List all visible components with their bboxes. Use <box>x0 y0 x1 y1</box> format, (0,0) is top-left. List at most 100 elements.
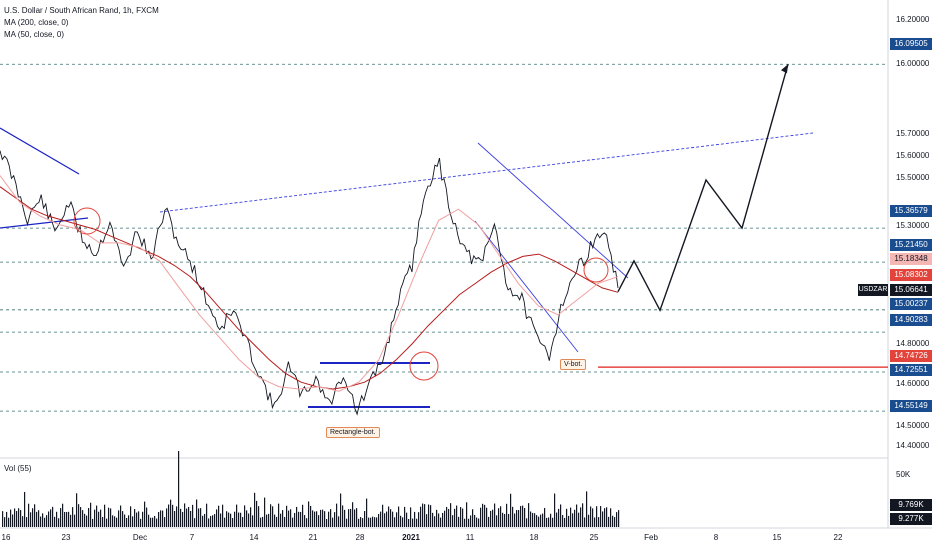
volume-bar <box>190 510 192 527</box>
volume-bar <box>440 517 442 527</box>
y-tick: 15.60000 <box>896 151 930 160</box>
volume-bar <box>420 506 422 527</box>
volume-bar <box>90 502 92 527</box>
volume-bar <box>530 511 532 527</box>
volume-legend[interactable]: Vol (55) <box>4 464 32 473</box>
volume-bar <box>536 515 538 527</box>
volume-bar <box>272 506 274 527</box>
volume-bar <box>360 517 362 527</box>
volume-bar <box>348 509 350 527</box>
volume-bar <box>320 509 322 527</box>
volume-bar <box>82 510 84 527</box>
volume-bar <box>12 514 14 527</box>
horizontal-levels <box>0 63 888 412</box>
volume-bar <box>308 501 310 527</box>
volume-bar <box>140 518 142 527</box>
volume-bar <box>342 505 344 527</box>
volume-bar <box>186 508 188 527</box>
volume-bar <box>40 516 42 527</box>
volume-bar <box>580 507 582 527</box>
volume-bar <box>202 515 204 527</box>
volume-bar <box>500 506 502 527</box>
volume-badge-2: 9.277K <box>890 513 932 525</box>
volume-badge-1: 9.769K <box>890 499 932 511</box>
y-tick: 15.30000 <box>896 221 930 230</box>
volume-bar <box>618 510 620 527</box>
volume-bar <box>448 509 450 527</box>
volume-bar <box>602 511 604 527</box>
volume-bar <box>392 511 394 527</box>
volume-bar <box>156 518 158 527</box>
volume-bar <box>396 512 398 527</box>
volume-bar <box>484 504 486 527</box>
volume-bar <box>496 515 498 527</box>
volume-bar <box>462 508 464 527</box>
volume-bar <box>150 517 152 527</box>
ma-50-legend[interactable]: MA (50, close, 0) <box>4 30 65 39</box>
volume-bar <box>122 511 124 527</box>
volume-bar <box>400 515 402 527</box>
volume-bar <box>168 504 170 527</box>
volume-bar <box>442 512 444 527</box>
volume-bar <box>72 507 74 527</box>
volume-bar <box>110 508 112 527</box>
volume-bar <box>454 508 456 527</box>
volume-bar <box>326 518 328 527</box>
volume-bar <box>260 517 262 527</box>
volume-bar <box>354 509 356 527</box>
volume-bar <box>132 516 134 527</box>
y-tick: 14.80000 <box>896 339 930 348</box>
ma-200-legend[interactable]: MA (200, close, 0) <box>4 18 69 27</box>
volume-bar <box>38 510 40 527</box>
volume-bar <box>382 504 384 527</box>
volume-bar <box>96 505 98 527</box>
volume-bar <box>436 509 438 527</box>
volume-bar <box>298 511 300 527</box>
volume-bar <box>376 517 378 527</box>
rectangle-bottom-annotation[interactable]: Rectangle-bot. <box>326 427 380 438</box>
volume-bar <box>100 509 102 527</box>
x-tick: Dec <box>132 533 148 542</box>
downtrend-line <box>0 127 80 175</box>
highlight-circles <box>73 207 609 381</box>
v-bottom-annotation[interactable]: V-bot. <box>560 359 587 370</box>
volume-bar <box>92 518 94 527</box>
volume-bar <box>142 511 144 527</box>
volume-bar <box>438 513 440 527</box>
volume-bar <box>486 507 488 527</box>
volume-bar <box>402 517 404 527</box>
volume-bar <box>180 508 182 527</box>
price-label-15-00237: 15.00237 <box>890 298 932 310</box>
volume-bar <box>24 491 26 527</box>
volume-bar <box>594 517 596 527</box>
volume-bar <box>502 512 504 527</box>
volume-bar <box>366 498 368 527</box>
volume-bar <box>508 513 510 527</box>
volume-bar <box>552 517 554 527</box>
highlight-circle <box>73 207 101 235</box>
volume-bar <box>214 514 216 527</box>
volume-bar <box>550 513 552 527</box>
volume-bar <box>410 507 412 527</box>
volume-bar <box>572 513 574 527</box>
volume-bar <box>36 511 38 527</box>
volume-bar <box>26 517 28 527</box>
volume-bar <box>254 492 256 527</box>
volume-scale-tick: 50K <box>896 470 911 479</box>
volume-bar <box>228 512 230 527</box>
volume-bar <box>306 518 308 527</box>
volume-bar <box>80 507 82 527</box>
volume-bar <box>450 503 452 527</box>
volume-bar <box>210 516 212 527</box>
volume-bar <box>466 502 468 527</box>
volume-bar <box>268 513 270 527</box>
volume-bar <box>86 515 88 527</box>
volume-bar <box>566 508 568 527</box>
volume-bar <box>290 509 292 527</box>
channel-upper-line <box>477 142 629 279</box>
volume-bar <box>318 515 320 527</box>
volume-bar <box>544 508 546 527</box>
volume-bar <box>248 513 250 527</box>
x-tick: Feb <box>644 533 658 542</box>
